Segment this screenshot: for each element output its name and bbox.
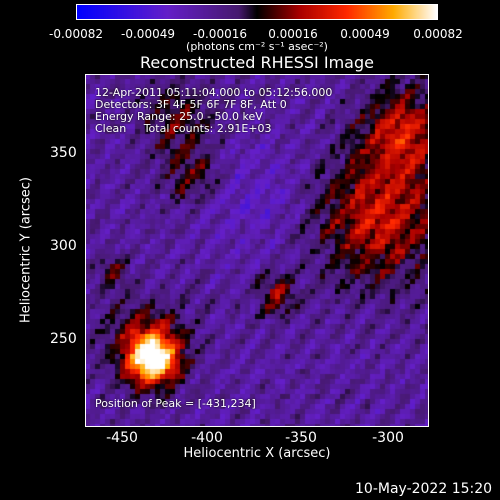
colorbar-units: (photons cm⁻² s⁻¹ asec⁻²) <box>186 40 328 53</box>
x-tick-label: -300 <box>372 430 404 446</box>
annotation-detectors: Detectors: 3F 4F 5F 6F 7F 8F, Att 0 <box>95 98 287 111</box>
plot-title: Reconstructed RHESSI Image <box>140 53 374 72</box>
y-tick-label: 350 <box>50 145 77 161</box>
x-axis-label: Heliocentric X (arcsec) <box>183 446 331 461</box>
colorbar <box>76 4 438 20</box>
annotation-peak-position: Position of Peak = [-431,234] <box>95 397 256 410</box>
colorbar-tick: 0.00049 <box>340 27 390 41</box>
annotation-method-counts: Clean Total counts: 2.91E+03 <box>95 122 272 135</box>
colorbar-tick: 0.00016 <box>268 27 318 41</box>
x-tick-label: -350 <box>285 430 317 446</box>
colorbar-tick: -0.00082 <box>49 27 103 41</box>
rhessi-image <box>85 74 429 427</box>
y-tick-label: 250 <box>50 331 77 347</box>
x-tick-label: -450 <box>106 430 138 446</box>
annotation-energy-range: Energy Range: 25.0 - 50.0 keV <box>95 110 263 123</box>
y-tick-label: 300 <box>50 238 77 254</box>
y-axis-label: Heliocentric Y (arcsec) <box>18 177 34 323</box>
plot-frame <box>85 74 429 427</box>
x-tick-label: -400 <box>191 430 223 446</box>
annotation-time-range: 12-Apr-2011 05:11:04.000 to 05:12:56.000 <box>95 86 333 99</box>
colorbar-tick: -0.00049 <box>121 27 175 41</box>
colorbar-tick: -0.00016 <box>193 27 247 41</box>
footer-timestamp: 10-May-2022 15:20 <box>355 481 493 497</box>
colorbar-tick: 0.00082 <box>413 27 463 41</box>
